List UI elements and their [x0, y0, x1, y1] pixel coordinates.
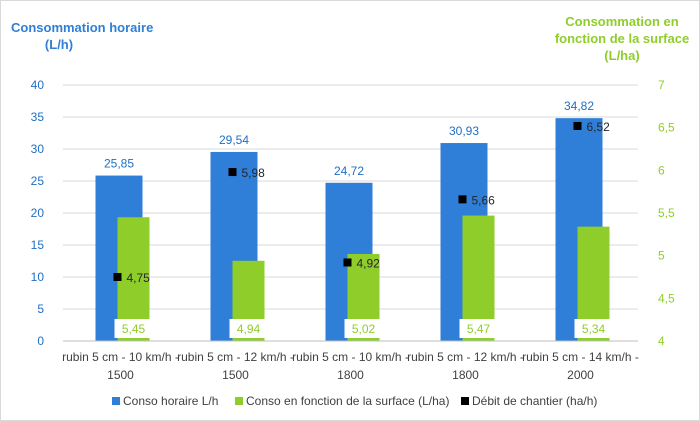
legend-swatch-green: [235, 397, 243, 405]
legend-label-debit: Débit de chantier (ha/h): [472, 394, 597, 408]
data-label-conso-surface: 5,02: [352, 322, 376, 336]
data-label-conso-horaire: 24,72: [334, 164, 364, 178]
category-label-line-2: 1500: [222, 368, 249, 382]
left-axis-title-line-1: Consommation horaire: [11, 20, 153, 35]
left-tick-label: 40: [31, 78, 45, 92]
left-tick-label: 5: [37, 302, 44, 316]
right-tick-label: 4,5: [658, 291, 675, 305]
data-label-conso-surface: 4,94: [237, 322, 261, 336]
data-label-debit-chantier: 5,98: [242, 166, 266, 180]
axes: 0 5 10 15 20 25 30 35 40 4 4,5 5 5,5 6 6,5 7 rubin 5 cm …: [31, 78, 675, 382]
category-label-line-1: rubin 5 cm - 12 km/h -: [177, 350, 294, 364]
category-label-line-2: 1800: [337, 368, 364, 382]
marker-debit-chantier: [228, 168, 237, 177]
category-label-line-2: 1800: [452, 368, 479, 382]
left-tick-label: 10: [31, 270, 45, 284]
right-tick-label: 5,5: [658, 206, 675, 220]
data-label-box-conso-surface: [229, 319, 268, 338]
right-axis-title-line-2: fonction de la surface: [555, 31, 689, 46]
category-label-line-1: rubin 5 cm - 12 km/h -: [407, 350, 524, 364]
right-tick-label: 4: [658, 334, 665, 348]
left-tick-label: 20: [31, 206, 45, 220]
left-tick-label: 35: [31, 110, 45, 124]
category-label-line-1: rubin 5 cm - 14 km/h -: [522, 350, 639, 364]
data-label-debit-chantier: 6,52: [587, 120, 611, 134]
right-tick-label: 5: [658, 249, 665, 263]
left-axis-title-line-2: (L/h): [45, 37, 73, 52]
category-label-line-1: rubin 5 cm - 10 km/h -: [62, 350, 179, 364]
data-label-box-conso-surface: [459, 319, 498, 338]
right-axis-title-line-1: Consommation en: [565, 14, 678, 29]
data-label-conso-horaire: 25,85: [104, 157, 134, 171]
marker-debit-chantier: [113, 273, 122, 281]
data-label-debit-chantier: 4,75: [127, 271, 151, 285]
marker-debit-chantier: [343, 258, 352, 267]
left-tick-label: 30: [31, 142, 45, 156]
data-label-debit-chantier: 4,92: [357, 256, 381, 270]
data-label-debit-chantier: 5,66: [472, 193, 496, 207]
legend-swatch-black: [461, 397, 469, 405]
marker-debit-chantier: [573, 121, 582, 130]
left-tick-label: 25: [31, 174, 45, 188]
data-labels: 25,85 5,45 4,75 29,54 4,94 5,98 24,72 5,02 4,92 3…: [104, 99, 613, 338]
data-label-conso-surface: 5,47: [467, 322, 491, 336]
legend-label-conso-horaire: Conso horaire L/h: [123, 394, 218, 408]
data-label-box-conso-surface: [344, 319, 383, 338]
category-label-line-2: 1500: [107, 368, 134, 382]
data-label-conso-surface: 5,45: [122, 322, 146, 336]
left-tick-label: 15: [31, 238, 45, 252]
data-label-conso-horaire: 34,82: [564, 99, 594, 113]
marker-debit-chantier: [458, 195, 467, 204]
bars: [95, 118, 610, 341]
legend: Conso horaire L/h Conso en fonction de l…: [112, 394, 597, 408]
data-label-conso-surface: 5,34: [582, 322, 606, 336]
data-label-box-conso-surface: [574, 319, 613, 338]
left-tick-label: 0: [37, 334, 44, 348]
legend-label-conso-surface: Conso en fonction de la surface (L/ha): [246, 394, 449, 408]
right-axis-title-line-3: (L/ha): [604, 48, 639, 63]
data-label-conso-horaire: 30,93: [449, 124, 479, 138]
right-tick-label: 7: [658, 78, 665, 92]
right-tick-label: 6: [658, 163, 665, 177]
category-label-line-2: 2000: [567, 368, 594, 382]
data-label-conso-horaire: 29,54: [219, 133, 249, 147]
markers: [113, 121, 582, 281]
data-label-box-conso-surface: [114, 319, 153, 338]
category-label-line-1: rubin 5 cm - 10 km/h -: [292, 350, 409, 364]
right-tick-label: 6,5: [658, 121, 675, 135]
legend-swatch-blue: [112, 397, 120, 405]
